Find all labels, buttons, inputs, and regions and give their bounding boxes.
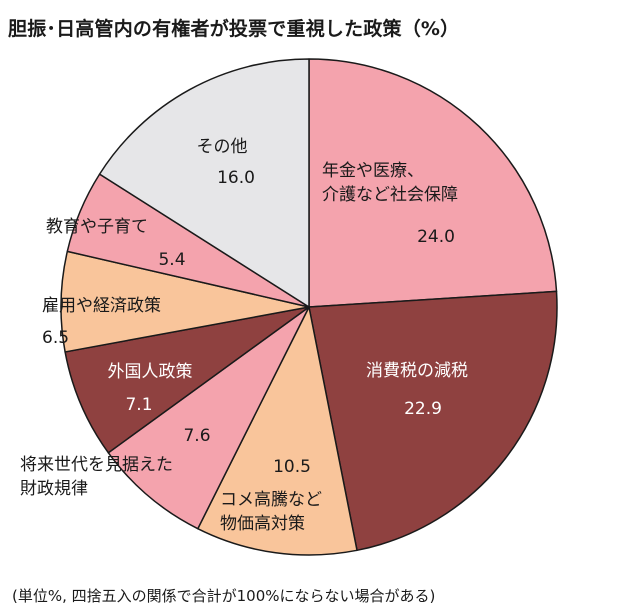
slice-label: コメ高騰など — [220, 490, 322, 510]
slice-label: 消費税の減税 — [366, 361, 468, 381]
slice-label: 介護など社会保障 — [322, 185, 458, 205]
slice-value-label: 10.5 — [273, 457, 311, 477]
pie-slice — [98, 58, 310, 308]
slice-value-label: 7.1 — [125, 395, 152, 415]
chart-title: 胆振･日高管内の有権者が投票で重視した政策（%） — [8, 18, 460, 40]
slice-label: 物価高対策 — [220, 514, 305, 534]
pie-slice — [197, 306, 358, 556]
slice-label: 教育や子育て — [46, 217, 148, 237]
chart-footnote: (単位%, 四捨五入の関係で合計が100%にならない場合がある) — [12, 587, 436, 605]
slice-value-label: 22.9 — [404, 399, 442, 419]
slice-label: 将来世代を見据えた — [20, 455, 173, 475]
pie-slice — [308, 58, 558, 308]
slice-value-label: 6.5 — [42, 328, 69, 348]
pie-slice — [308, 290, 558, 552]
slice-value-label: 16.0 — [217, 168, 255, 188]
pie-slices — [60, 58, 558, 556]
pie-slice — [64, 306, 310, 454]
slice-label: その他 — [197, 137, 248, 157]
slice-label: 雇用や経済政策 — [42, 296, 161, 316]
pie-slice — [107, 306, 310, 530]
slice-label: 財政規律 — [20, 479, 88, 499]
slice-value-label: 5.4 — [158, 250, 185, 270]
slice-label: 外国人政策 — [108, 362, 193, 382]
slice-label: 年金や医療、 — [322, 161, 424, 181]
slice-value-label: 7.6 — [183, 426, 210, 446]
slice-value-label: 24.0 — [417, 227, 455, 247]
